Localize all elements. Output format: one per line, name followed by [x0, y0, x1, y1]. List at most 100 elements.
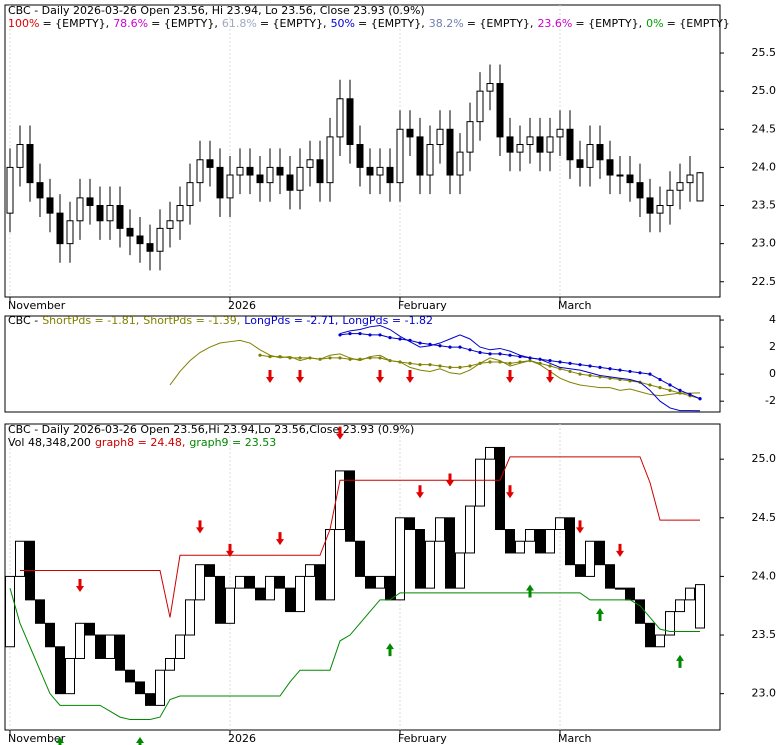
bar-body [525, 529, 535, 542]
bar-body [355, 540, 365, 577]
bar-body [405, 517, 415, 531]
candle-body [236, 166, 244, 176]
series-dot [588, 373, 592, 378]
sell-arrow [616, 543, 624, 557]
series-dot [378, 333, 382, 337]
x-tick-label: November [8, 299, 66, 312]
candle-body [116, 205, 124, 229]
series-dot [388, 336, 392, 340]
y-tick-label: 23.5 [752, 199, 777, 212]
candle-body [106, 205, 114, 222]
y-tick-label: 22.5 [752, 275, 777, 288]
y-tick-label: 4 [769, 313, 776, 326]
series-line [20, 456, 700, 618]
bar-body [515, 540, 525, 554]
candle-body [576, 159, 584, 168]
bar-body [395, 517, 405, 601]
bar-body [295, 575, 305, 613]
candle-body [306, 159, 314, 168]
candle-body [296, 166, 304, 191]
candle-body [26, 144, 34, 184]
candle-body [176, 205, 184, 222]
candle-body [276, 166, 284, 176]
bar-body [565, 517, 575, 566]
sell-arrow [416, 485, 424, 499]
sell-arrow [406, 370, 414, 383]
series-dot [358, 331, 362, 336]
candle-body [476, 90, 484, 123]
candle-body [696, 172, 704, 202]
panel-legend: CBC - ShortPds = -1.81, ShortPds = -1.39, L… [8, 314, 433, 327]
bar-body [285, 587, 295, 613]
series-dot [428, 363, 432, 367]
bar-body [305, 564, 315, 577]
sell-arrow [446, 473, 454, 487]
candle-body [286, 174, 294, 191]
y-tick-label: 23.0 [752, 237, 777, 250]
fib-level-text: = {EMPTY}, [151, 17, 218, 30]
legend-entry: graph8 = 24.48, [95, 436, 185, 449]
bar-body [185, 599, 195, 636]
series-dot [368, 333, 372, 337]
buy-arrow [386, 643, 394, 657]
series-dot [398, 337, 402, 341]
fib-legend: 100% = {EMPTY}, 78.6% = {EMPTY}, 61.8% = {EMP… [8, 17, 730, 30]
candle-body [496, 83, 504, 138]
bar-body [195, 564, 205, 601]
candle-body [646, 197, 654, 214]
candle-body [456, 151, 464, 176]
sell-arrow [196, 520, 204, 534]
bar-body [135, 681, 145, 695]
bar-body [445, 517, 455, 589]
candle-body [136, 235, 144, 245]
bar-body [495, 446, 505, 531]
fib-level-label: 0% [646, 17, 663, 30]
candle-body [36, 182, 44, 199]
candle-body [406, 128, 414, 138]
x-tick-label: 2026 [228, 299, 256, 312]
series-dot [628, 369, 632, 374]
bar-body [85, 622, 95, 636]
series-dot [418, 341, 422, 345]
y-tick-label: 24.5 [752, 122, 777, 135]
sell-arrow [506, 370, 514, 383]
candle-body [56, 212, 64, 245]
candle-body [186, 182, 194, 207]
series-dot [658, 386, 662, 390]
panel-frame [4, 4, 721, 298]
series-dot [608, 367, 612, 371]
fib-level-label: 78.6% [113, 17, 148, 30]
candle-body [616, 174, 624, 177]
bar-body [155, 669, 165, 706]
candle-body [566, 128, 574, 161]
volume-label: Vol 48,348,200 [8, 436, 91, 449]
candle-body [396, 128, 404, 184]
candle-body [626, 174, 634, 184]
bar-body [245, 575, 255, 589]
candle-body [86, 197, 94, 207]
sell-arrow [576, 520, 584, 534]
candle-body [666, 189, 674, 207]
candle-body [636, 182, 644, 199]
candle-body [216, 166, 224, 199]
candle-body [556, 128, 564, 138]
bar-body [255, 587, 265, 601]
series-dot [598, 365, 602, 369]
series-dot [448, 365, 452, 369]
fib-level-text: = {EMPTY}, [260, 17, 327, 30]
buy-arrow [676, 654, 684, 668]
series-dot [638, 371, 642, 375]
fib-level-label: 61.8% [222, 17, 257, 30]
bar-body [645, 622, 655, 648]
fib-level-text: = {EMPTY}, [575, 17, 642, 30]
candle-body [16, 144, 24, 168]
legend-entry: LongPds = -1.82 [342, 314, 433, 327]
series-dot [408, 361, 412, 365]
series-dot [408, 338, 412, 342]
candle-body [486, 83, 494, 92]
bar-body [625, 587, 635, 601]
x-tick-label: February [398, 299, 447, 312]
bar-body [205, 564, 215, 577]
fib-level-label: 38.2% [429, 17, 464, 30]
